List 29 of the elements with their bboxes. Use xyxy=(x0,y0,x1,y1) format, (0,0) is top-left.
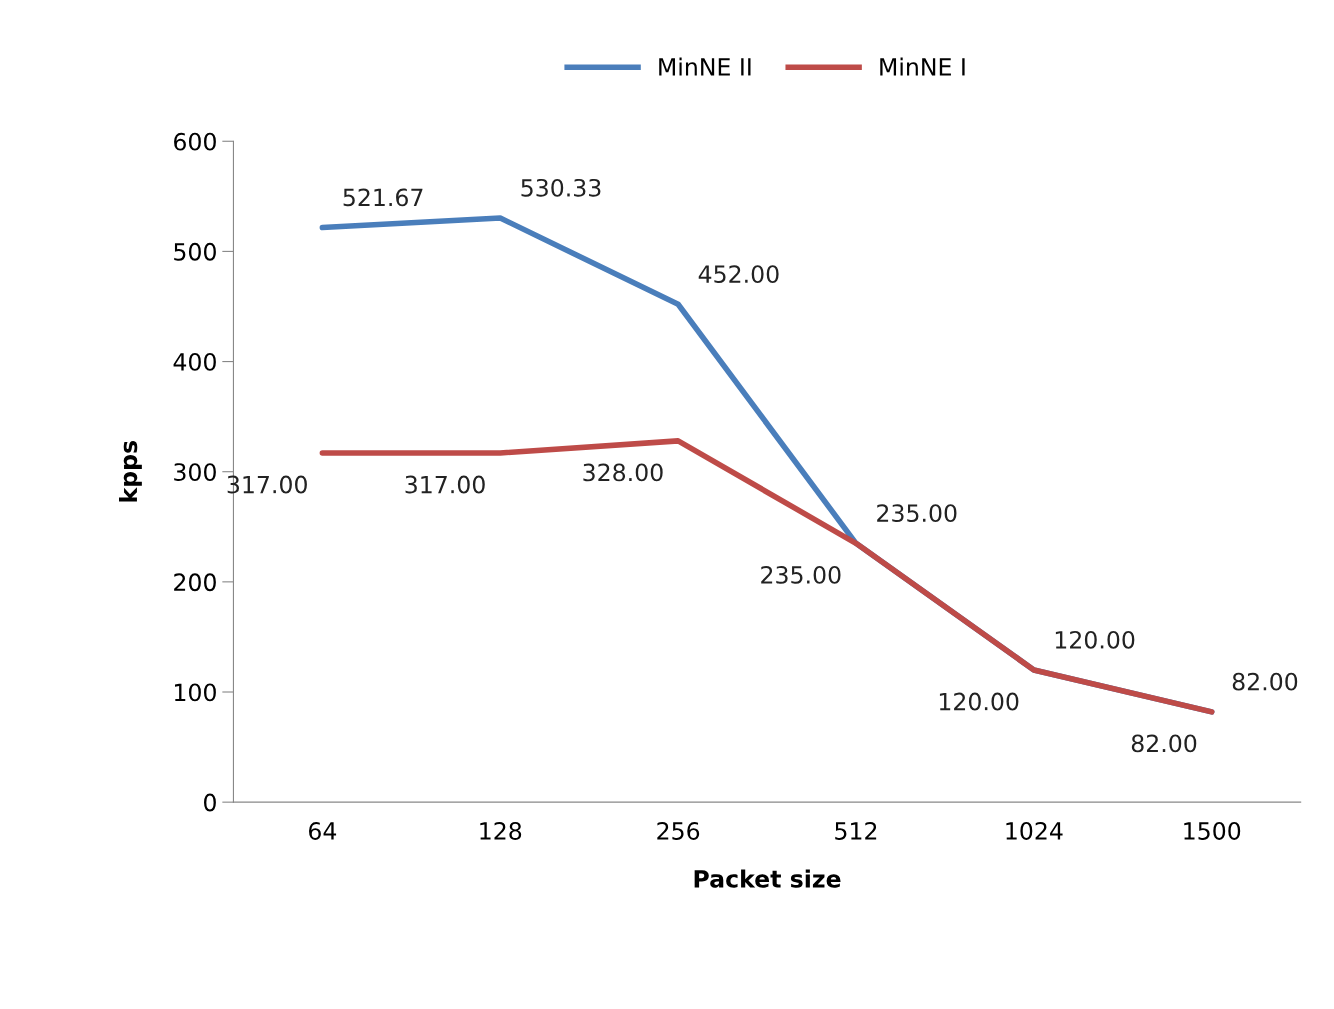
data-label: 530.33 xyxy=(521,178,601,197)
legend-label: MinNE II xyxy=(659,57,751,76)
y-tick-label: 0 xyxy=(204,793,216,812)
data-label: 82.00 xyxy=(1232,672,1298,691)
data-label: 120.00 xyxy=(1055,630,1135,649)
data-label: 235.00 xyxy=(877,504,957,523)
data-label: 235.00 xyxy=(761,565,841,584)
x-tick-label: 256 xyxy=(657,822,700,840)
data-label: 317.00 xyxy=(227,475,307,494)
x-axis-title: Packet size xyxy=(694,869,841,888)
y-tick-label: 100 xyxy=(175,683,216,702)
x-tick-label: 1024 xyxy=(1006,822,1063,840)
data-label: 328.00 xyxy=(583,463,663,482)
data-label: 82.00 xyxy=(1131,734,1197,753)
data-label: 120.00 xyxy=(939,692,1019,711)
y-axis-title: kpps xyxy=(119,441,142,502)
y-tick-label: 500 xyxy=(174,242,216,261)
y-tick-label: 200 xyxy=(174,573,216,592)
x-tick-label: 512 xyxy=(835,822,877,840)
x-tick-label: 64 xyxy=(309,822,337,840)
data-label: 452.00 xyxy=(698,265,779,284)
x-tick-label: 1500 xyxy=(1184,822,1241,840)
y-tick-label: 300 xyxy=(174,463,216,482)
x-tick-label: 128 xyxy=(480,822,522,840)
y-tick-label: 400 xyxy=(173,353,216,371)
y-tick-label: 600 xyxy=(174,132,216,151)
legend-label: MinNE I xyxy=(880,57,965,76)
data-label: 317.00 xyxy=(405,475,485,494)
data-label: 521.67 xyxy=(343,188,423,207)
